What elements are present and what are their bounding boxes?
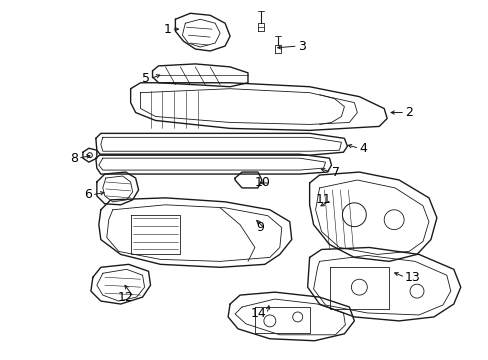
- Text: 10: 10: [254, 176, 270, 189]
- Text: 11: 11: [315, 193, 331, 206]
- Text: 13: 13: [404, 271, 420, 284]
- Text: 7: 7: [331, 166, 339, 179]
- Text: 8: 8: [70, 152, 78, 165]
- Text: 14: 14: [251, 307, 266, 320]
- Text: 12: 12: [118, 291, 133, 303]
- Text: 3: 3: [297, 40, 305, 53]
- Text: 4: 4: [359, 142, 366, 155]
- Text: 2: 2: [404, 106, 412, 119]
- Text: 1: 1: [163, 23, 171, 36]
- Text: 5: 5: [141, 72, 149, 85]
- Text: 9: 9: [256, 221, 264, 234]
- Text: 6: 6: [84, 188, 92, 201]
